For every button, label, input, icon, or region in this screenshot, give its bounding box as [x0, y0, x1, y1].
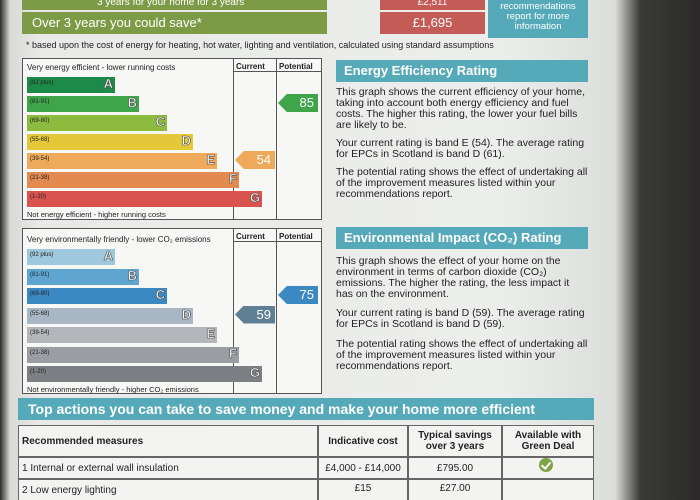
green-deal-check-icon: [539, 458, 553, 472]
band-e: (39-54) E: [27, 152, 217, 169]
band-range: (39-54): [30, 156, 50, 162]
energy-top-label: Very energy efficient - lower running co…: [27, 63, 176, 72]
energy-rating-chart: Very energy efficient - lower running co…: [22, 58, 322, 220]
band-letter: F: [229, 171, 238, 187]
row-2-cost: £15: [318, 479, 408, 500]
energy-panel-text-3: The potential rating shows the effect of…: [336, 166, 588, 200]
header-measures: Recommended measures: [18, 425, 318, 457]
current-rating-arrow: 54: [235, 151, 275, 169]
band-c: (69-80) C: [27, 287, 167, 304]
header-savings: Typical savings over 3 years: [408, 425, 502, 457]
energy-divider-current: [233, 59, 234, 219]
row-2-saving: £27.00: [408, 479, 502, 500]
band-range: (92 plus): [30, 252, 54, 258]
actions-title: Top actions you can take to save money a…: [18, 398, 594, 420]
band-letter: A: [103, 76, 113, 92]
band-letter: D: [181, 133, 191, 149]
band-c: (69-80) C: [27, 114, 167, 131]
band-range: (1-20): [30, 194, 47, 200]
energy-bottom-label: Not energy efficient - higher running co…: [27, 210, 166, 219]
env-panel-text-3: The potential rating shows the effect of…: [336, 338, 588, 372]
band-b: (81-91) B: [27, 267, 139, 285]
band-range: (69-80): [30, 291, 50, 297]
energy-panel-text-2: Your current rating is band E (54). The …: [336, 137, 585, 160]
energy-col-current: Current: [236, 62, 265, 71]
savings-row-label: Over 3 years you could save*: [22, 12, 327, 34]
band-f: (21-38) F: [27, 345, 239, 363]
env-col-current: Current: [236, 232, 265, 241]
env-panel-title: Environmental Impact (CO₂) Rating: [336, 227, 588, 249]
recommendations-note: recommendations report for more informat…: [488, 0, 588, 38]
band-range: (81-91): [30, 99, 50, 105]
band-letter: G: [249, 365, 261, 381]
band-g: (1-20) G: [27, 190, 262, 207]
header-green-deal: Available with Green Deal: [502, 425, 594, 457]
env-divider-current: [233, 229, 234, 393]
header-cost: Indicative cost: [318, 425, 408, 457]
env-panel-text-1: This graph shows the effect of your home…: [336, 255, 570, 300]
potential-rating-arrow: 75: [278, 286, 318, 304]
env-top-label: Very environmentally friendly - lower CO…: [27, 235, 211, 244]
env-header-line: [233, 241, 321, 242]
env-col-potential: Potential: [279, 232, 313, 241]
band-letter: B: [127, 267, 137, 283]
savings-row-value: £1,695: [380, 12, 485, 34]
band-b: (81-91) B: [27, 95, 139, 112]
row-1-measure: 1 Internal or external wall insulation: [18, 457, 318, 479]
band-a: (92 plus) A: [27, 248, 115, 265]
band-range: (1-20): [30, 369, 47, 375]
band-range: (92 plus): [30, 80, 54, 86]
current-rating-arrow: 59: [235, 305, 275, 324]
environment-rating-chart: Very environmentally friendly - lower CO…: [22, 228, 322, 394]
band-range: (55-68): [30, 137, 50, 143]
savings-top-value: £2,511: [380, 0, 485, 10]
energy-panel-text-1: This graph shows the current efficiency …: [336, 86, 586, 131]
band-g: (1-20) G: [27, 365, 262, 382]
energy-col-potential: Potential: [279, 62, 313, 71]
band-letter: C: [155, 114, 165, 130]
band-letter: E: [206, 152, 215, 168]
band-letter: C: [155, 287, 165, 303]
band-f: (21-38) F: [27, 171, 239, 188]
band-range: (69-80): [30, 118, 50, 124]
row-1-cost: £4,000 - £14,000: [318, 457, 408, 479]
band-letter: D: [181, 306, 191, 322]
energy-divider-potential: [276, 59, 277, 219]
band-letter: A: [103, 248, 113, 264]
savings-top-label: 3 years for your home for 3 years: [22, 0, 327, 10]
row-2-measure: 2 Low energy lighting: [18, 479, 318, 500]
env-bottom-label: Not environmentally friendly - higher CO…: [27, 385, 199, 394]
env-divider-potential: [276, 229, 277, 393]
band-range: (55-68): [30, 310, 50, 317]
row-1-saving: £795.00: [408, 457, 502, 479]
band-letter: B: [127, 95, 137, 111]
energy-panel-title: Energy Efficiency Rating: [336, 60, 588, 82]
band-letter: F: [229, 345, 238, 361]
band-a: (92 plus) A: [27, 76, 115, 93]
footnote: * based upon the cost of energy for heat…: [26, 40, 494, 50]
band-range: (39-54): [30, 330, 50, 336]
band-letter: E: [206, 326, 215, 342]
band-range: (81-91): [30, 271, 50, 278]
band-range: (21-38): [30, 175, 50, 181]
band-d: (55-68) D: [27, 306, 193, 324]
band-letter: G: [249, 190, 261, 206]
band-d: (55-68) D: [27, 133, 193, 150]
row-2-green-deal: [502, 479, 594, 500]
band-e: (39-54) E: [27, 326, 217, 343]
env-panel-text-2: Your current rating is band D (59). The …: [336, 307, 585, 330]
band-range: (21-38): [30, 349, 50, 356]
energy-header-line: [233, 71, 321, 72]
potential-rating-arrow: 85: [278, 94, 318, 112]
